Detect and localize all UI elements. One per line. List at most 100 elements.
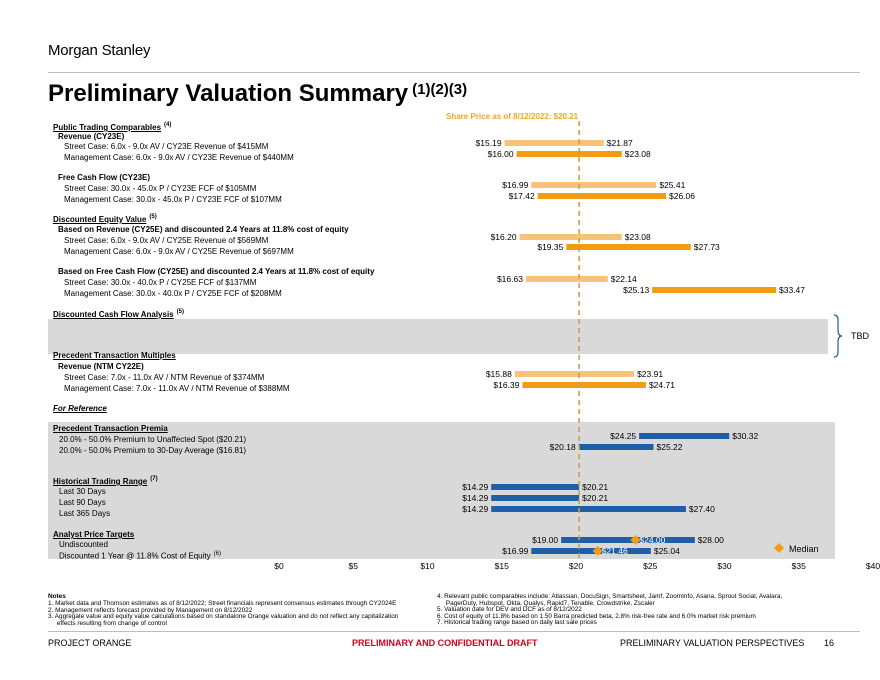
row-label: Last 90 Days bbox=[59, 498, 106, 507]
bar-high-label: $25.41 bbox=[659, 180, 685, 190]
x-tick-label: $40 bbox=[866, 561, 880, 571]
bar-b1 bbox=[504, 140, 604, 146]
bar-low-label: $16.99 bbox=[502, 546, 528, 556]
bar-high-label: $27.40 bbox=[689, 504, 715, 514]
section-precedent-transaction-multiples: Precedent Transaction Multiples bbox=[53, 351, 176, 360]
bar-high-label: $23.08 bbox=[625, 232, 651, 242]
median-value-label: $21.46 bbox=[602, 546, 628, 556]
bar-low-label: $24.25 bbox=[610, 431, 636, 441]
row-label: Management Case: 6.0x - 9.0x AV / CY23E … bbox=[64, 153, 294, 162]
footer-page-number: 16 bbox=[824, 638, 835, 648]
bar-b11 bbox=[639, 433, 730, 439]
title-text: Preliminary Valuation Summary bbox=[48, 80, 409, 107]
bar-high-label: $33.47 bbox=[779, 285, 805, 295]
row-label: Last 30 Days bbox=[59, 487, 106, 496]
row-label: Street Case: 30.0x - 40.0x P / CY25E FCF… bbox=[64, 278, 257, 287]
row-label: Street Case: 30.0x - 45.0x P / CY23E FCF… bbox=[64, 184, 257, 193]
title-footnotes: (1)(2)(3) bbox=[412, 81, 468, 98]
row-label-text: Discounted 1 Year @ 11.8% Cost of Equity bbox=[59, 551, 211, 561]
row-label: Management Case: 6.0x - 9.0x AV / CY25E … bbox=[64, 247, 294, 256]
bar-high-label: $23.08 bbox=[625, 149, 651, 159]
bar-high-label: $26.06 bbox=[669, 191, 695, 201]
subsection-dev-fcf: Based on Free Cash Flow (CY25E) and disc… bbox=[58, 267, 375, 276]
row-label: Last 365 Days bbox=[59, 509, 111, 518]
section-title: Discounted Cash Flow Analysis bbox=[53, 310, 174, 319]
subsection-fcf-cy23: Free Cash Flow (CY23E) bbox=[58, 173, 151, 182]
bar-low-label: $25.13 bbox=[623, 285, 649, 295]
bar-high-label: $28.00 bbox=[698, 535, 724, 545]
median-marker bbox=[592, 546, 603, 556]
x-tick-label: $35 bbox=[792, 561, 806, 571]
section-discounted-equity-value: Discounted Equity Value (5) bbox=[53, 214, 157, 224]
row-label: Street Case: 6.0x - 9.0x AV / CY25E Reve… bbox=[64, 236, 269, 245]
bar-low-label: $16.99 bbox=[502, 180, 528, 190]
legend-median-marker bbox=[774, 543, 784, 553]
subsection-revenue-cy23: Revenue (CY23E) bbox=[58, 132, 125, 141]
notes-left: 1. Market data and Thomson estimates as … bbox=[48, 600, 398, 627]
subsection-dev-revenue: Based on Revenue (CY25E) and discounted … bbox=[58, 225, 349, 234]
bar-high-label: $20.21 bbox=[582, 493, 608, 503]
bar-high-label: $21.87 bbox=[607, 138, 633, 148]
footer-section: PRELIMINARY VALUATION PERSPECTIVES bbox=[620, 638, 805, 648]
section-analyst-price-targets: Analyst Price Targets bbox=[53, 530, 135, 539]
bar-b16 bbox=[561, 537, 695, 543]
note-1: 1. Market data and Thomson estimates as … bbox=[48, 600, 397, 607]
bar-b7 bbox=[525, 276, 608, 282]
footnote-ref: (5) bbox=[176, 309, 184, 315]
bar-low-label: $14.29 bbox=[462, 493, 488, 503]
bar-b12 bbox=[578, 444, 654, 450]
row-label: Management Case: 30.0x - 40.0x P / CY25E… bbox=[64, 289, 282, 298]
section-historical-trading-range: Historical Trading Range (7) bbox=[53, 476, 158, 486]
bar-b2 bbox=[516, 151, 622, 157]
bar-high-label: $30.32 bbox=[732, 431, 758, 441]
row-label: 20.0% - 50.0% Premium to 30-Day Average … bbox=[59, 446, 247, 455]
reference-panel bbox=[48, 422, 835, 559]
share-price-label: Share Price as of 8/12/2022: $20.21 bbox=[446, 112, 579, 121]
bar-b9 bbox=[514, 371, 635, 377]
footer-project: PROJECT ORANGE bbox=[48, 638, 132, 648]
note-3-cont: effects resulting from change of control bbox=[48, 619, 167, 627]
notes-title: Notes bbox=[48, 593, 66, 600]
row-label: Undiscounted bbox=[59, 540, 108, 549]
for-reference-label: For Reference bbox=[53, 404, 107, 413]
note-5: 5. Valuation date for DEV and DCF as of … bbox=[437, 606, 582, 614]
bar-high-label: $23.91 bbox=[637, 369, 663, 379]
footnote-ref: (5) bbox=[149, 214, 157, 220]
x-tick-label: $5 bbox=[349, 561, 359, 571]
note-6: 6. Cost of equity of 11.8% based on 1.50… bbox=[437, 612, 756, 620]
row-label: Discounted 1 Year @ 11.8% Cost of Equity… bbox=[59, 551, 221, 561]
footer-divider bbox=[48, 631, 860, 632]
median-marker bbox=[630, 535, 641, 545]
bar-low-label: $16.63 bbox=[497, 274, 523, 284]
bar-high-label: $25.22 bbox=[657, 442, 683, 452]
section-title: Discounted Equity Value bbox=[53, 215, 147, 224]
x-tick-label: $15 bbox=[495, 561, 509, 571]
row-label: Street Case: 6.0x - 9.0x AV / CY23E Reve… bbox=[64, 142, 269, 151]
footnote-ref: (7) bbox=[150, 476, 158, 482]
bar-low-label: $16.20 bbox=[491, 232, 517, 242]
bar-low-label: $16.00 bbox=[488, 149, 514, 159]
median-value-label: $24.00 bbox=[639, 535, 665, 545]
bar-b5 bbox=[519, 234, 622, 240]
bar-low-label: $19.35 bbox=[537, 242, 563, 252]
bar-b10 bbox=[522, 382, 646, 388]
footnote-ref: (6) bbox=[213, 551, 221, 557]
row-label: Management Case: 7.0x - 11.0x AV / NTM R… bbox=[64, 384, 290, 393]
bar-high-label: $24.71 bbox=[649, 380, 675, 390]
bar-high-label: $25.04 bbox=[654, 546, 680, 556]
section-precedent-transaction-premia: Precedent Transaction Premia bbox=[53, 424, 168, 433]
bar-b14 bbox=[491, 495, 580, 501]
x-tick-label: $30 bbox=[717, 561, 731, 571]
bar-low-label: $19.00 bbox=[532, 535, 558, 545]
note-7: 7. Historical trading range based on dai… bbox=[437, 619, 597, 627]
tbd-label: TBD bbox=[851, 331, 869, 341]
x-tick-label: $10 bbox=[420, 561, 434, 571]
row-label: Street Case: 7.0x - 11.0x AV / NTM Reven… bbox=[64, 373, 265, 382]
bar-high-label: $22.14 bbox=[611, 274, 637, 284]
tbd-bracket bbox=[833, 314, 843, 358]
bar-b6 bbox=[566, 244, 691, 250]
bar-b13 bbox=[491, 484, 580, 490]
x-tick-label: $0 bbox=[274, 561, 284, 571]
bar-low-label: $15.19 bbox=[476, 138, 502, 148]
section-title: Historical Trading Range bbox=[53, 477, 148, 486]
